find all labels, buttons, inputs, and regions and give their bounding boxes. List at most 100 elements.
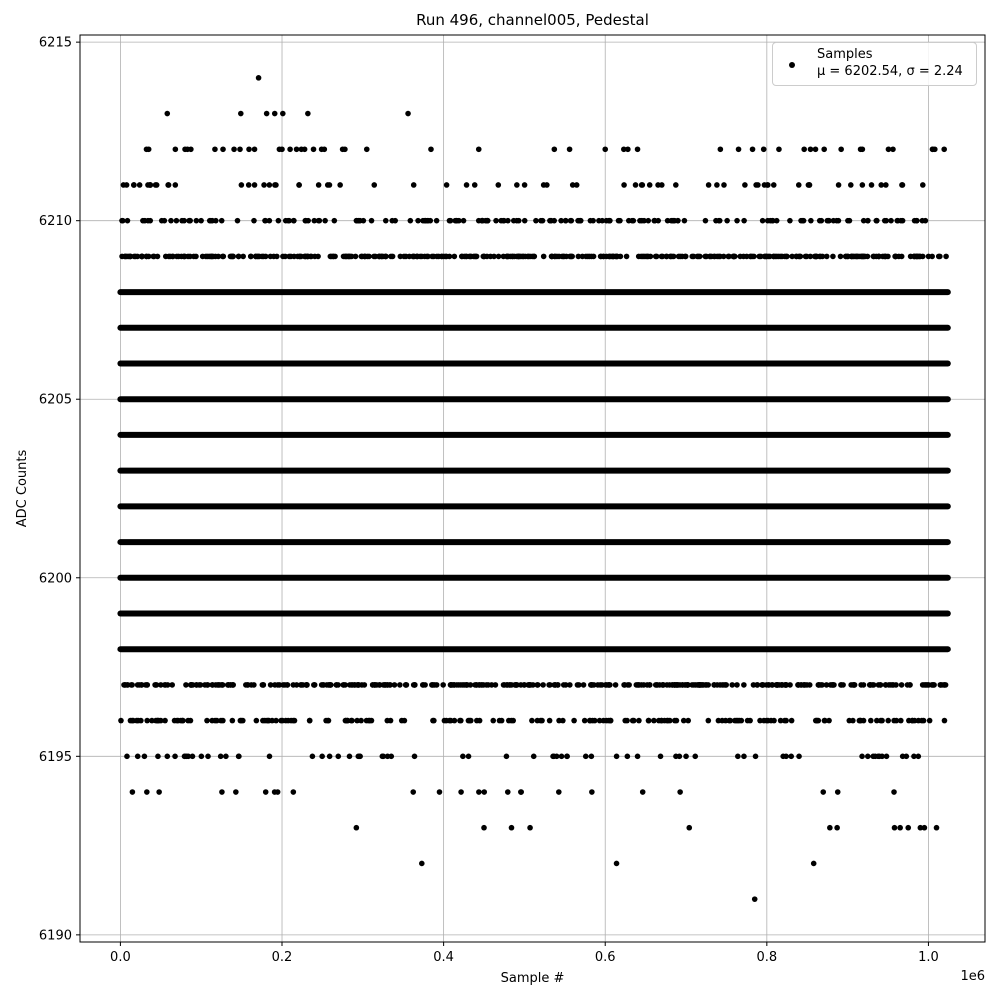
sample-point — [579, 253, 586, 260]
sample-point — [905, 824, 912, 831]
sample-point — [214, 717, 220, 724]
sample-point — [476, 789, 482, 795]
sample-point — [556, 789, 562, 795]
sample-point — [443, 182, 450, 188]
sample-point — [885, 717, 892, 724]
sample-point — [835, 182, 842, 188]
plot-frame — [79, 34, 986, 943]
sample-point — [546, 682, 552, 688]
sample-point — [864, 753, 871, 760]
sample-point — [874, 717, 880, 724]
sample-point — [587, 217, 594, 224]
sample-point — [782, 682, 789, 688]
sample-point — [127, 253, 134, 260]
sample-point — [220, 717, 226, 724]
sample-point — [319, 753, 325, 760]
sample-point — [291, 253, 297, 260]
sample-point — [514, 182, 520, 188]
sample-point — [575, 253, 582, 260]
sample-point — [777, 253, 784, 260]
sample-point — [735, 146, 742, 153]
sample-point — [492, 682, 499, 688]
sample-point — [218, 217, 225, 224]
sample-point — [567, 682, 573, 688]
sample-point — [548, 253, 555, 260]
sample-point — [487, 253, 494, 260]
sample-point — [262, 789, 269, 795]
sample-point — [539, 717, 545, 724]
sample-point — [297, 253, 303, 260]
sample-point — [737, 253, 744, 260]
sample-point — [162, 717, 168, 724]
sample-point — [185, 717, 191, 724]
sample-point — [309, 753, 316, 760]
sample-point — [919, 217, 926, 224]
sample-point — [909, 717, 916, 724]
sample-point — [810, 860, 817, 867]
sample-point — [540, 682, 546, 688]
sample-point — [311, 682, 318, 688]
sample-point — [253, 717, 260, 724]
sample-point — [411, 682, 418, 688]
sample-point — [531, 253, 538, 260]
sample-point — [301, 146, 308, 153]
sample-point — [689, 253, 695, 260]
sample-point — [155, 753, 161, 760]
sample-point — [885, 146, 892, 153]
sample-point — [119, 217, 126, 224]
sample-point — [128, 682, 135, 688]
sample-point — [421, 253, 428, 260]
sample-point — [274, 789, 281, 795]
sample-point — [130, 182, 137, 188]
sample-point — [181, 253, 187, 260]
sample-point — [293, 682, 300, 688]
sample-point — [673, 682, 679, 688]
sample-point — [267, 253, 274, 260]
sample-point — [273, 717, 279, 724]
sample-point — [119, 253, 125, 260]
sample-point — [460, 753, 466, 760]
sample-point — [750, 682, 757, 688]
sample-point — [326, 682, 332, 688]
sample-point — [787, 682, 793, 688]
sample-point — [247, 253, 254, 260]
sample-point — [219, 253, 226, 260]
sample-point — [264, 717, 270, 724]
x-tick-label: 0.8 — [756, 950, 777, 965]
sample-point — [558, 217, 564, 224]
sample-point — [422, 217, 429, 224]
sample-point — [788, 717, 795, 724]
sample-point — [741, 753, 747, 760]
sample-point — [371, 182, 378, 188]
sample-point — [855, 253, 861, 260]
sample-point — [343, 717, 349, 724]
sample-point — [501, 682, 508, 688]
sample-point — [213, 217, 219, 224]
sample-point — [645, 717, 652, 724]
sample-point — [180, 717, 186, 724]
sample-point — [805, 182, 812, 188]
sample-point — [777, 717, 784, 724]
sample-point — [296, 182, 302, 188]
sample-point — [919, 253, 926, 260]
sample-point — [867, 682, 874, 688]
sample-point — [504, 789, 511, 795]
sample-point — [556, 717, 562, 724]
sample-point — [145, 146, 152, 153]
sample-point — [868, 717, 874, 724]
sample-point — [459, 253, 465, 260]
sample-point — [391, 682, 398, 688]
sample-point — [645, 217, 652, 224]
sample-point — [155, 717, 161, 724]
sample-point — [352, 682, 358, 688]
sample-point — [136, 182, 143, 188]
sample-point — [307, 253, 314, 260]
sample-point — [915, 753, 922, 760]
sample-point — [233, 789, 239, 795]
sample-point — [680, 717, 687, 724]
sample-point — [780, 753, 786, 760]
sample-point — [150, 253, 157, 260]
sample-point — [823, 253, 830, 260]
sample-point — [272, 682, 278, 688]
